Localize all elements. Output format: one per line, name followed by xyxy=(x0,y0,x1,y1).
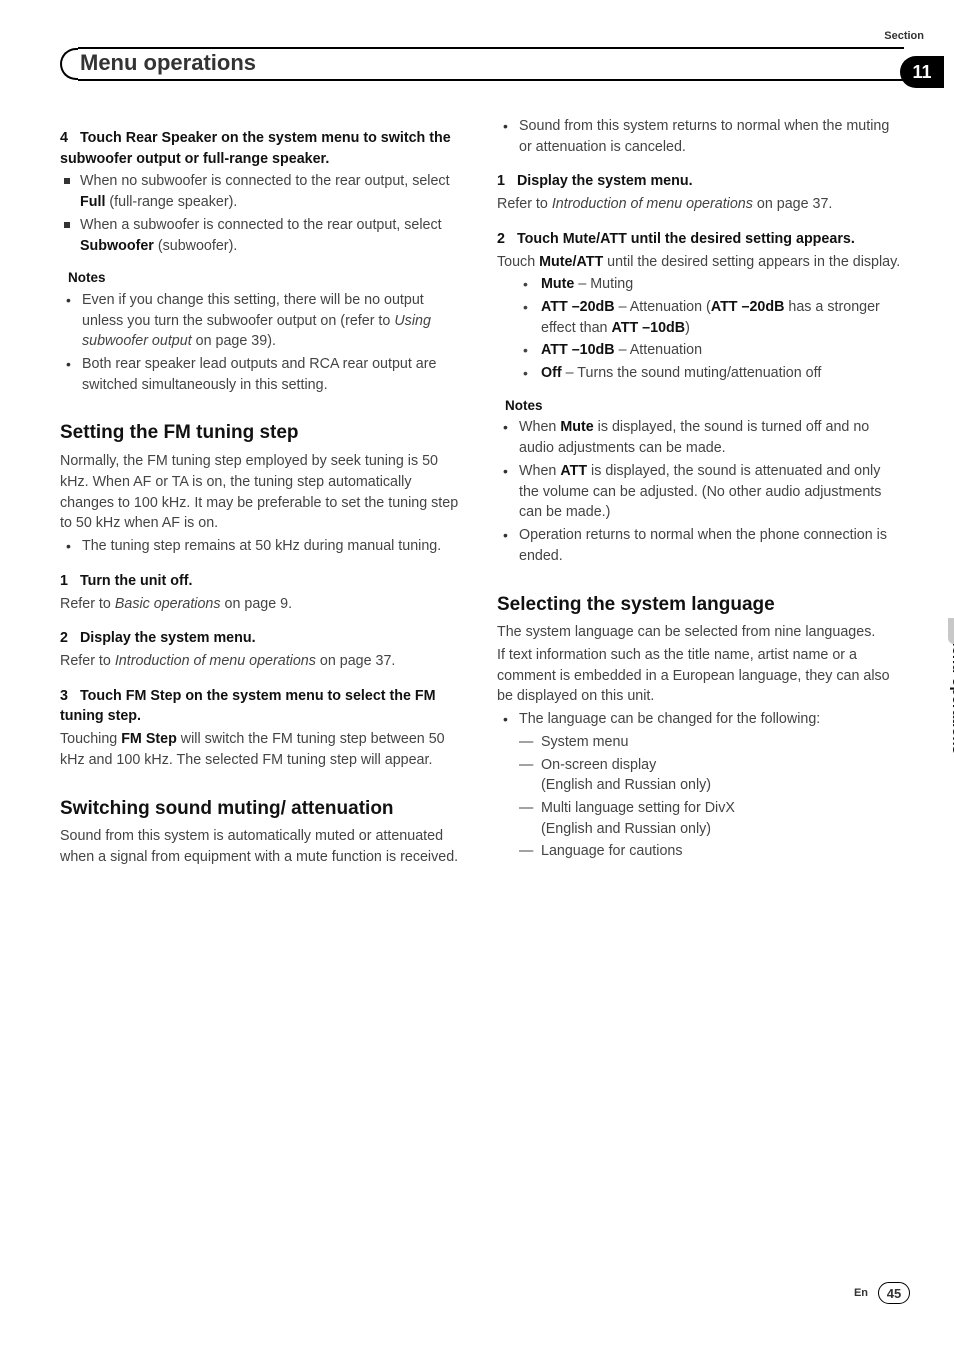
list-item: When a subwoofer is connected to the rea… xyxy=(60,215,467,256)
paragraph: Refer to Basic operations on page 9. xyxy=(60,594,467,615)
title-cap xyxy=(60,48,78,80)
list-item: The tuning step remains at 50 kHz during… xyxy=(60,536,467,557)
paragraph: Touching FM Step will switch the FM tuni… xyxy=(60,729,467,770)
paragraph: Normally, the FM tuning step employed by… xyxy=(60,451,467,534)
mute-step-1-heading: 1Display the system menu. xyxy=(497,171,904,192)
heading-system-language: Selecting the system language xyxy=(497,593,904,617)
page-footer: En 45 xyxy=(854,1282,910,1304)
title-pill: Menu operations xyxy=(60,48,904,80)
notes-list: When Mute is displayed, the sound is tur… xyxy=(497,417,904,566)
paragraph: Sound from this system is automatically … xyxy=(60,826,467,867)
list-item: When no subwoofer is connected to the re… xyxy=(60,171,467,212)
fm-step-2-heading: 2Display the system menu. xyxy=(60,628,467,649)
left-column: 4Touch Rear Speaker on the system menu t… xyxy=(60,114,467,868)
list-item: ATT –10dB – Attenuation xyxy=(519,340,904,361)
heading-fm-tuning: Setting the FM tuning step xyxy=(60,421,467,445)
list-item: Even if you change this setting, there w… xyxy=(60,290,467,352)
list-item: On-screen display(English and Russian on… xyxy=(519,755,904,796)
list-item: Mute – Muting xyxy=(519,274,904,295)
paragraph: If text information such as the title na… xyxy=(497,645,904,707)
footer-language: En xyxy=(854,1287,868,1299)
section-number-badge: 11 xyxy=(900,56,944,88)
paragraph: Touch Mute/ATT until the desired setting… xyxy=(497,252,904,273)
section-label: Section xyxy=(884,30,924,42)
list-item: When ATT is displayed, the sound is atte… xyxy=(497,461,904,523)
page-title: Menu operations xyxy=(78,50,256,76)
right-column: Sound from this system returns to normal… xyxy=(497,114,904,868)
side-tab-shade xyxy=(948,618,954,644)
side-tab-label: Menu operations xyxy=(949,634,954,754)
notes-label: Notes xyxy=(505,396,904,416)
step-4-heading: 4Touch Rear Speaker on the system menu t… xyxy=(60,128,467,169)
list-item: Language for cautions xyxy=(519,841,904,862)
notes-label: Notes xyxy=(68,268,467,288)
mute-step-2-heading: 2Touch Mute/ATT until the desired settin… xyxy=(497,229,904,250)
notes-list: Even if you change this setting, there w… xyxy=(60,290,467,396)
list-item: Sound from this system returns to normal… xyxy=(497,116,904,157)
fm-step-3-heading: 3Touch FM Step on the system menu to sel… xyxy=(60,686,467,727)
list-item: Operation returns to normal when the pho… xyxy=(497,525,904,566)
option-list: Mute – Muting ATT –20dB – Attenuation (A… xyxy=(497,274,904,384)
bullet-list: The tuning step remains at 50 kHz during… xyxy=(60,536,467,557)
bullet-list: Sound from this system returns to normal… xyxy=(497,116,904,157)
list-item: The language can be changed for the foll… xyxy=(497,709,904,730)
paragraph: Refer to Introduction of menu operations… xyxy=(60,651,467,672)
paragraph: The system language can be selected from… xyxy=(497,622,904,643)
footer-page-number: 45 xyxy=(878,1282,910,1304)
bullet-list: The language can be changed for the foll… xyxy=(497,709,904,730)
fm-step-1-heading: 1Turn the unit off. xyxy=(60,571,467,592)
paragraph: Refer to Introduction of menu operations… xyxy=(497,194,904,215)
list-item: System menu xyxy=(519,732,904,753)
list-item: Both rear speaker lead outputs and RCA r… xyxy=(60,354,467,395)
list-item: When Mute is displayed, the sound is tur… xyxy=(497,417,904,458)
list-item: Off – Turns the sound muting/attenuation… xyxy=(519,363,904,384)
dash-list: System menu On-screen display(English an… xyxy=(497,732,904,862)
list-item: ATT –20dB – Attenuation (ATT –20dB has a… xyxy=(519,297,904,338)
list-item: Multi language setting for DivX(English … xyxy=(519,798,904,839)
square-bullet-list: When no subwoofer is connected to the re… xyxy=(60,171,467,256)
page-header: Section 11 Menu operations xyxy=(60,48,904,80)
heading-sound-muting: Switching sound muting/ attenuation xyxy=(60,797,467,821)
